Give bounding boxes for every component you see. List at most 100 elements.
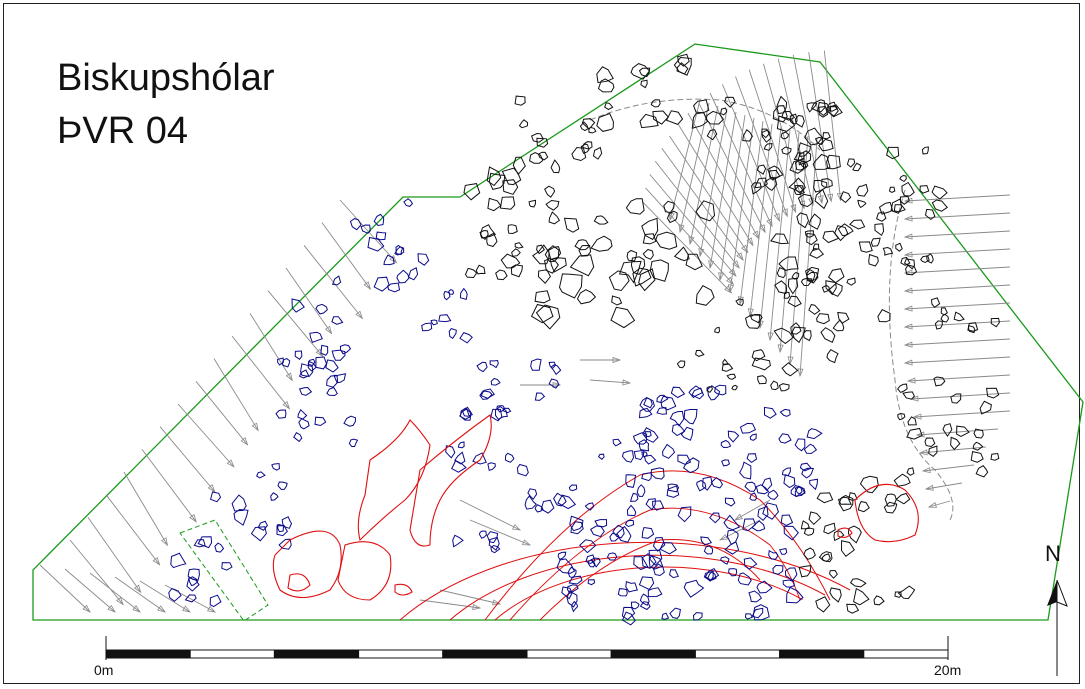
stone <box>790 322 802 335</box>
old-stone <box>333 373 347 384</box>
stone <box>873 595 885 606</box>
stone <box>630 256 646 275</box>
old-stone <box>451 459 467 473</box>
old-stone <box>752 604 770 621</box>
old-stone <box>343 415 357 427</box>
old-stone <box>650 467 665 480</box>
slope-hachure <box>699 108 728 257</box>
stone <box>726 373 737 380</box>
scale-bar <box>105 636 949 660</box>
old-stone <box>784 567 798 582</box>
stone <box>979 400 992 415</box>
stone <box>829 569 838 579</box>
slope-hachure <box>904 212 1011 220</box>
old-stone <box>360 224 371 234</box>
old-stone <box>489 359 499 369</box>
old-stone <box>806 428 823 440</box>
stone <box>857 199 867 209</box>
stone <box>673 56 692 76</box>
slope-hachure-tip <box>767 332 774 342</box>
stone <box>967 322 979 332</box>
old-stone <box>764 406 777 419</box>
slope-hachure <box>922 464 975 472</box>
old-stone <box>387 282 401 293</box>
stone <box>808 304 821 315</box>
stone <box>652 110 669 125</box>
old-stone <box>587 579 596 586</box>
old-stone <box>568 484 578 492</box>
stone <box>638 268 656 292</box>
old-stone <box>257 520 268 531</box>
slope-hachure <box>779 132 800 353</box>
slope-hachure-tip <box>903 215 913 222</box>
stone <box>502 179 519 195</box>
slope-hachure <box>469 519 531 546</box>
slope-hachure <box>719 519 761 541</box>
slope-hachure <box>141 449 197 523</box>
slope-hachure-tip <box>678 224 685 234</box>
stone <box>893 204 906 213</box>
stone <box>788 177 806 194</box>
stone <box>849 578 867 588</box>
old-stone <box>633 449 645 461</box>
old-stone <box>331 316 344 325</box>
old-stone <box>617 588 628 597</box>
stone <box>507 224 518 235</box>
stone <box>973 428 984 439</box>
old-stone <box>625 474 637 488</box>
slope-hachure <box>904 320 1011 328</box>
stone <box>823 522 836 535</box>
old-stone <box>639 593 650 606</box>
scale-bar-segment <box>694 649 781 659</box>
old-stone <box>170 552 187 569</box>
stone <box>563 217 580 233</box>
stone <box>846 603 860 614</box>
stone <box>714 326 721 334</box>
stone <box>796 212 810 229</box>
old-stone <box>188 576 199 587</box>
stone <box>868 253 879 267</box>
scale-bar-segment <box>863 649 949 659</box>
old-stone <box>568 575 583 585</box>
stone <box>848 492 858 501</box>
scale-bar-segment <box>273 649 360 659</box>
old-stone <box>277 481 288 491</box>
old-stone <box>315 303 328 315</box>
slope-hachure-tip <box>903 251 913 258</box>
old-stone <box>524 495 537 510</box>
stone <box>776 115 796 132</box>
old-stone <box>643 396 653 409</box>
stone <box>787 277 799 295</box>
old-stone <box>430 319 438 326</box>
stone <box>530 303 554 324</box>
stone <box>940 313 950 323</box>
stone <box>549 257 567 273</box>
stone <box>919 185 930 194</box>
old-stone <box>294 350 303 360</box>
excavation-lines <box>399 470 851 621</box>
stone <box>665 110 684 125</box>
excavation-feature <box>409 414 492 547</box>
old-stone <box>778 433 792 444</box>
stone <box>500 253 521 269</box>
stone <box>901 181 915 197</box>
old-stone <box>707 571 717 582</box>
old-stone <box>281 516 293 529</box>
stone <box>930 297 941 308</box>
slope-hachure <box>925 482 963 490</box>
slope-hachure <box>339 199 397 263</box>
stone <box>781 362 799 377</box>
stone <box>953 311 965 322</box>
slope-hachure <box>916 428 999 436</box>
old-stone <box>641 553 657 569</box>
old-stone <box>803 443 818 454</box>
stone <box>576 289 597 305</box>
old-stone <box>749 492 757 501</box>
old-stone <box>767 489 779 500</box>
stone <box>840 540 855 558</box>
stone <box>625 198 645 215</box>
stone <box>826 349 839 364</box>
slope-hachure-tip <box>285 372 293 382</box>
old-stone <box>661 612 670 620</box>
slope-hachure-tip <box>759 224 766 234</box>
